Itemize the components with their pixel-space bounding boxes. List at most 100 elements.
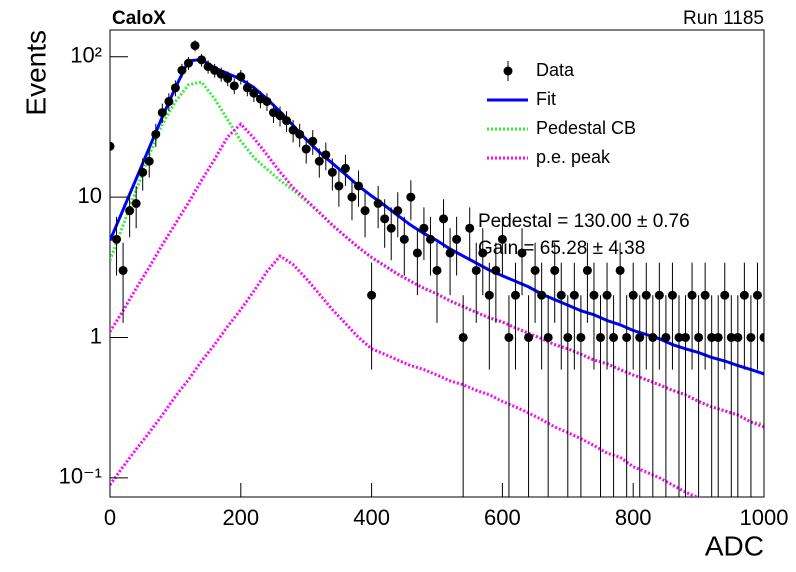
data-point bbox=[236, 72, 246, 82]
legend-label: p.e. peak bbox=[536, 147, 611, 167]
x-tick-label: 800 bbox=[615, 505, 652, 530]
data-point bbox=[432, 265, 442, 275]
x-tick-label: 0 bbox=[104, 505, 116, 530]
data-point bbox=[308, 136, 318, 146]
data-point bbox=[687, 290, 697, 300]
data-point bbox=[569, 290, 579, 300]
data-point bbox=[164, 96, 174, 106]
data-point bbox=[524, 332, 534, 342]
data-point bbox=[700, 290, 710, 300]
data-point bbox=[681, 332, 691, 342]
data-point bbox=[733, 332, 743, 342]
data-point bbox=[144, 156, 154, 166]
data-point bbox=[713, 332, 723, 342]
data-point bbox=[177, 65, 187, 75]
run-label: Run 1185 bbox=[683, 8, 764, 29]
data-point bbox=[465, 223, 475, 233]
data-point bbox=[726, 332, 736, 342]
data-point bbox=[419, 223, 429, 233]
data-point bbox=[210, 65, 220, 75]
y-tick-label: 1 bbox=[90, 323, 102, 348]
data-point bbox=[694, 332, 704, 342]
data-point bbox=[602, 290, 612, 300]
data-point bbox=[118, 265, 128, 275]
data-point bbox=[327, 167, 337, 177]
data-point bbox=[471, 265, 481, 275]
plot-area bbox=[110, 40, 764, 497]
data-point bbox=[354, 181, 364, 191]
data-point bbox=[674, 332, 684, 342]
data-point bbox=[334, 181, 344, 191]
data-point bbox=[720, 290, 730, 300]
data-point bbox=[425, 234, 435, 244]
data-point bbox=[484, 290, 494, 300]
data-point bbox=[641, 290, 651, 300]
data-point bbox=[563, 332, 573, 342]
data-point bbox=[340, 163, 350, 173]
data-point bbox=[635, 332, 645, 342]
data-point bbox=[510, 290, 520, 300]
data-point bbox=[556, 290, 566, 300]
data-point bbox=[301, 144, 311, 154]
data-point bbox=[628, 290, 638, 300]
data-point bbox=[550, 265, 560, 275]
data-point bbox=[393, 206, 403, 216]
data-point bbox=[596, 332, 605, 342]
data-point bbox=[537, 290, 547, 300]
x-tick-label: 400 bbox=[353, 505, 390, 530]
data-point bbox=[530, 265, 540, 275]
data-point bbox=[589, 290, 599, 300]
data-point bbox=[360, 206, 370, 216]
chart-title: CaloX bbox=[112, 8, 166, 29]
data-point bbox=[609, 332, 619, 342]
data-point bbox=[458, 332, 468, 342]
data-point bbox=[622, 332, 632, 342]
data-point bbox=[138, 167, 148, 177]
data-point bbox=[151, 129, 161, 139]
data-point bbox=[452, 234, 462, 244]
data-point bbox=[125, 206, 135, 216]
data-point bbox=[131, 199, 141, 209]
y-axis-label: Events bbox=[20, 30, 51, 116]
data-point bbox=[517, 248, 527, 258]
y-tick-label: 10⁻¹ bbox=[59, 464, 102, 489]
data-point bbox=[183, 58, 193, 68]
data-point bbox=[197, 55, 207, 65]
data-point bbox=[314, 156, 324, 166]
legend-label: Fit bbox=[536, 89, 556, 109]
data-point bbox=[373, 199, 383, 209]
data-point bbox=[275, 111, 285, 121]
data-point bbox=[497, 234, 507, 244]
stats-text: Gain = 65.28 ± 4.38 bbox=[478, 238, 645, 259]
stats-text: Pedestal = 130.00 ± 0.76 bbox=[478, 211, 690, 232]
data-point bbox=[229, 81, 239, 91]
data-point bbox=[242, 83, 252, 93]
data-point bbox=[439, 214, 449, 224]
data-point bbox=[491, 265, 501, 275]
data-point bbox=[282, 116, 292, 126]
data-point bbox=[288, 125, 298, 135]
legend-marker bbox=[503, 66, 513, 76]
data-point bbox=[667, 290, 677, 300]
data-point bbox=[746, 332, 756, 342]
y-tick-label: 10² bbox=[70, 43, 102, 68]
x-axis-label: ADC bbox=[705, 530, 764, 561]
data-point bbox=[576, 332, 586, 342]
y-tick-label: 10 bbox=[78, 183, 102, 208]
data-point bbox=[203, 62, 213, 72]
data-point bbox=[110, 141, 115, 151]
data-point bbox=[654, 290, 664, 300]
data-point bbox=[582, 265, 592, 275]
data-point bbox=[661, 332, 671, 342]
data-point bbox=[752, 290, 762, 300]
data-point bbox=[112, 234, 122, 244]
legend-label: Data bbox=[536, 60, 575, 80]
data-point bbox=[504, 332, 514, 342]
data-point bbox=[615, 265, 625, 275]
data-point bbox=[157, 108, 167, 118]
data-point bbox=[262, 96, 272, 106]
data-point bbox=[249, 88, 259, 98]
data-point bbox=[543, 332, 553, 342]
